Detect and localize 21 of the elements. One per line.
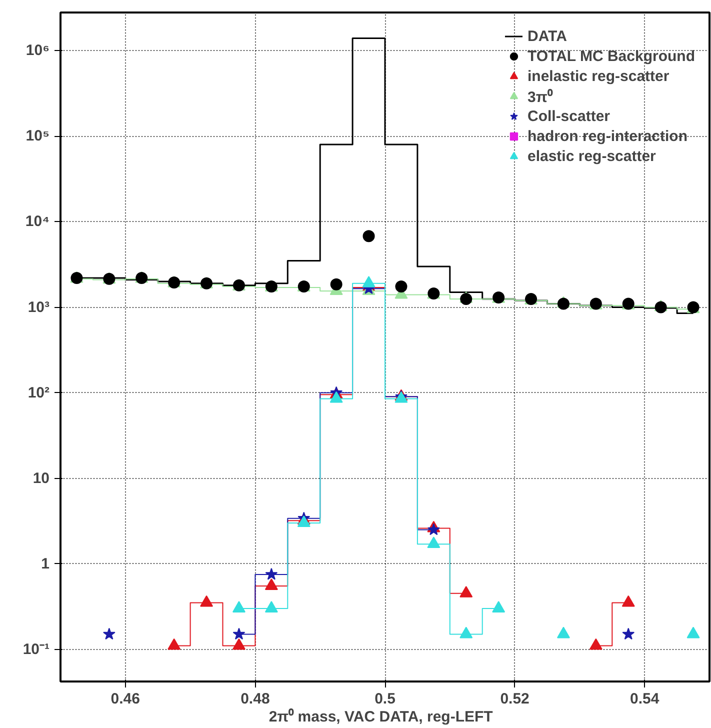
legend-label: hadron reg-interaction: [527, 127, 688, 145]
y-tick-label: 10⁶: [26, 42, 50, 60]
x-tick-label: 0.48: [240, 690, 270, 708]
y-tick-label: 1: [41, 555, 50, 572]
y-tick-label: 10: [32, 470, 50, 487]
y-tick-label: 10⁵: [26, 128, 50, 145]
legend-label: TOTAL MC Background: [527, 47, 695, 65]
x-axis-title: 2π⁰ mass, VAC DATA, reg-LEFT: [268, 708, 493, 726]
y-tick-label: 10²: [28, 384, 50, 402]
x-tick-label: 0.54: [630, 690, 660, 708]
legend-label: Coll-scatter: [527, 107, 610, 125]
x-tick-label: 0.52: [500, 690, 530, 708]
x-tick-label: 0.46: [110, 690, 140, 708]
y-tick-label: 10⁴: [25, 213, 50, 230]
y-tick-label: 10⁻¹: [22, 640, 50, 658]
legend-label: 3π⁰: [527, 88, 552, 106]
legend-label: DATA: [527, 27, 567, 45]
y-tick-label: 10³: [28, 298, 50, 316]
legend-label: inelastic reg-scatter: [527, 67, 670, 85]
x-tick-label: 0.5: [374, 690, 396, 708]
legend-label: elastic reg-scatter: [527, 147, 656, 165]
